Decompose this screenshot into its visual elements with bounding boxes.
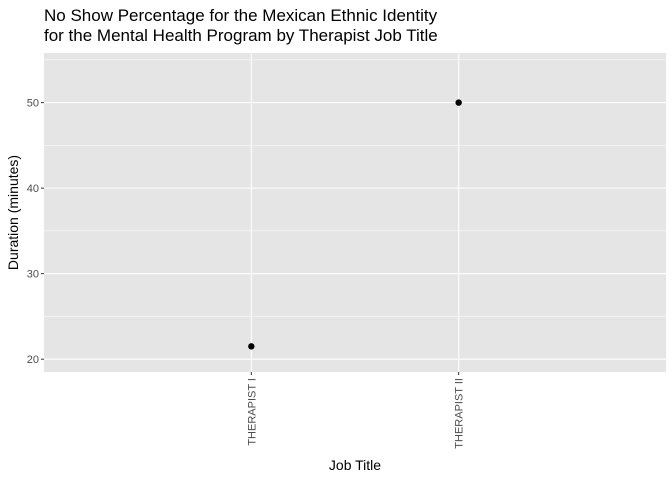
x-axis: THERAPIST I THERAPIST II <box>246 372 466 449</box>
chart-title-line-1: No Show Percentage for the Mexican Ethni… <box>44 6 438 25</box>
y-axis: 20 30 40 50 <box>27 98 44 366</box>
y-tick-label: 50 <box>27 98 39 110</box>
data-point <box>455 99 462 106</box>
x-tick-label: THERAPIST I <box>246 378 258 446</box>
plot-panel <box>44 53 666 372</box>
x-tick-label: THERAPIST II <box>454 378 466 449</box>
y-tick-label: 20 <box>27 354 39 366</box>
chart-title-line-2: for the Mental Health Program by Therapi… <box>44 26 438 45</box>
y-tick-label: 40 <box>27 183 39 195</box>
y-tick-label: 30 <box>27 269 39 281</box>
data-points <box>248 99 462 350</box>
chart-title: No Show Percentage for the Mexican Ethni… <box>44 6 438 45</box>
major-gridlines <box>44 53 666 372</box>
minor-gridlines <box>44 59 666 317</box>
y-axis-title: Duration (minutes) <box>5 155 21 270</box>
x-axis-title: Job Title <box>329 457 381 473</box>
data-point <box>248 343 255 350</box>
